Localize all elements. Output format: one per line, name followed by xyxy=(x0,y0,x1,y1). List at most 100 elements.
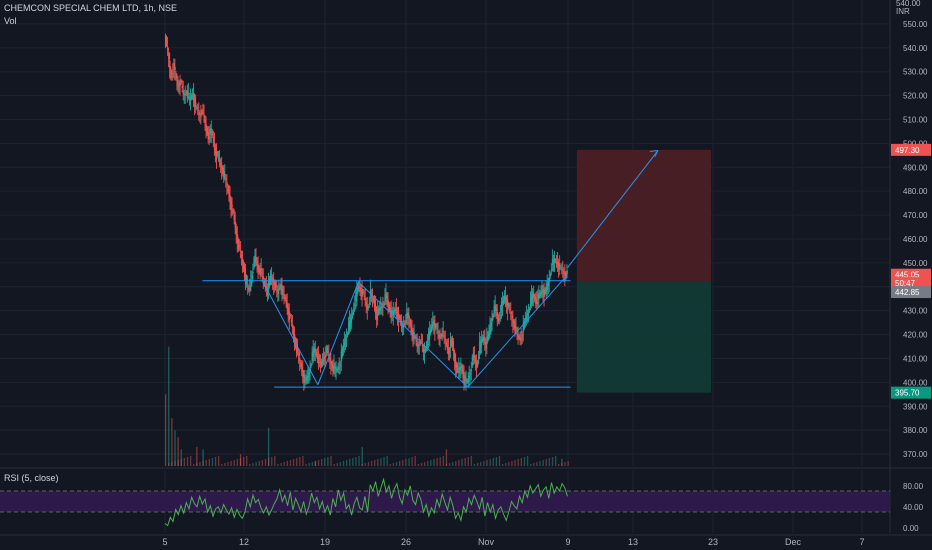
candle-body xyxy=(480,340,482,347)
x-tick-label: 13 xyxy=(628,537,638,547)
volume-bar xyxy=(336,463,338,466)
volume-bar xyxy=(224,463,226,466)
candle-body xyxy=(402,325,404,328)
candle-body xyxy=(509,309,511,311)
candle-body xyxy=(210,128,213,134)
volume-label: Vol xyxy=(4,16,17,26)
volume-bar xyxy=(374,460,376,466)
candle-body xyxy=(325,354,327,358)
volume-bar xyxy=(567,461,569,466)
candle-body xyxy=(287,307,290,315)
x-tick-label: 26 xyxy=(401,537,411,547)
candle-body xyxy=(204,119,206,123)
candle-body xyxy=(517,334,519,336)
candle-body xyxy=(474,359,477,363)
candle-body xyxy=(389,308,392,314)
candle-body xyxy=(410,325,412,332)
candle-body xyxy=(254,255,256,263)
candle-body xyxy=(546,284,549,290)
candle-body xyxy=(534,296,536,301)
candle-body xyxy=(434,323,436,331)
candle-body xyxy=(414,336,416,338)
y-tick-label: 530.00 xyxy=(903,68,928,77)
candle-body xyxy=(278,287,280,291)
volume-bar xyxy=(536,462,538,466)
volume-bar xyxy=(342,461,345,466)
volume-bar xyxy=(433,459,435,466)
candle-body xyxy=(400,321,402,323)
candle-body xyxy=(165,35,167,46)
candle-body xyxy=(479,342,481,353)
candle-body xyxy=(566,270,568,275)
candle-body xyxy=(428,331,430,341)
volume-bar xyxy=(174,430,176,466)
volume-bar xyxy=(314,461,317,466)
candle-body xyxy=(422,348,425,353)
x-tick-label: 19 xyxy=(320,537,330,547)
candle-body xyxy=(475,362,478,368)
candle-body xyxy=(439,336,441,338)
candle-body xyxy=(459,366,461,371)
candle-body xyxy=(458,367,460,373)
volume-bar xyxy=(196,446,198,466)
candle-body xyxy=(462,370,464,379)
candle-body xyxy=(443,335,446,337)
volume-bar xyxy=(358,456,360,466)
candle-body xyxy=(316,353,319,359)
candle-body xyxy=(427,344,429,346)
candle-body xyxy=(307,375,309,378)
candle-body xyxy=(561,269,563,271)
candle-body xyxy=(304,378,306,380)
volume-bar xyxy=(442,456,444,466)
candle-body xyxy=(388,304,390,310)
candle-body xyxy=(548,277,551,282)
candle-body xyxy=(333,364,335,369)
candle-body xyxy=(262,276,265,279)
candle-body xyxy=(471,356,474,366)
candle-body xyxy=(481,338,483,344)
volume-bar xyxy=(233,460,235,466)
volume-bar xyxy=(467,457,469,466)
candle-body xyxy=(232,210,234,213)
candle-body xyxy=(355,292,357,302)
candle-body xyxy=(465,378,467,381)
candle-body xyxy=(397,314,400,323)
candle-body xyxy=(284,297,286,299)
candle-body xyxy=(442,331,445,333)
candle-body xyxy=(167,46,169,50)
candle-body xyxy=(461,365,463,372)
candle-body xyxy=(524,317,527,324)
candle-body xyxy=(512,318,514,324)
volume-bar xyxy=(252,463,254,466)
candle-body xyxy=(530,297,532,306)
candle-body xyxy=(504,296,506,300)
volume-bar xyxy=(180,459,182,466)
candle-body xyxy=(332,365,334,373)
candle-body xyxy=(305,377,307,383)
candle-body xyxy=(311,352,314,361)
candle-body xyxy=(275,285,277,287)
candle-body xyxy=(281,287,283,296)
candle-body xyxy=(221,164,223,170)
candle-body xyxy=(207,132,210,140)
volume-bar xyxy=(274,456,276,466)
candle-body xyxy=(494,305,497,311)
candle-body xyxy=(250,280,252,286)
candle-body xyxy=(241,258,244,263)
symbol-title: CHEMCON SPECIAL CHEM LTD, 1h, NSE xyxy=(4,3,178,13)
candle-body xyxy=(407,312,409,318)
candle-body xyxy=(299,358,301,362)
candle-body xyxy=(255,258,257,260)
candle-body xyxy=(248,287,250,291)
volume-bar xyxy=(555,456,557,466)
candle-body xyxy=(395,308,398,313)
candle-body xyxy=(337,368,340,370)
candle-body xyxy=(560,267,562,269)
volume-bar xyxy=(258,461,260,466)
volume-bar xyxy=(452,462,454,466)
volume-bar xyxy=(526,456,529,466)
candle-body xyxy=(292,329,295,335)
price-badge-label: 395.70 xyxy=(895,389,920,398)
arrow-head xyxy=(649,150,659,157)
